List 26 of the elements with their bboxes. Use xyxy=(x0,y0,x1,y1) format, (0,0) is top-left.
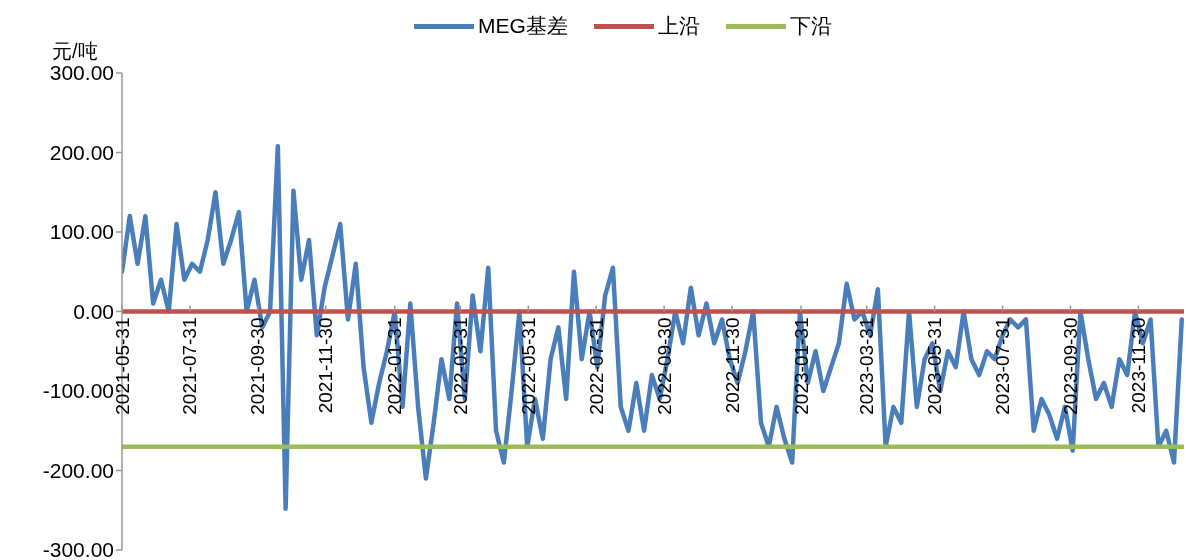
y-tick-label: 300.00 xyxy=(49,61,114,85)
x-tick-label: 2023-07-31 xyxy=(992,317,1014,415)
x-tick-label: 2023-11-30 xyxy=(1127,317,1149,414)
x-tick-label: 2022-09-30 xyxy=(653,317,675,415)
x-tick-label: 2022-03-31 xyxy=(449,317,471,415)
x-tick-label: 2022-05-31 xyxy=(517,317,539,415)
legend-label: 上沿 xyxy=(657,13,700,39)
y-tick-label: -100.00 xyxy=(42,379,114,403)
y-tick-label: -200.00 xyxy=(42,458,114,482)
x-tick-label: 2022-07-31 xyxy=(585,317,607,415)
y-axis-title: 元/吨 xyxy=(52,39,98,64)
x-tick-label: 2022-11-30 xyxy=(721,317,743,414)
legend-label: MEG基差 xyxy=(478,13,568,39)
x-tick-label: 2021-07-31 xyxy=(179,317,201,415)
y-tick-label: 100.00 xyxy=(49,220,114,244)
x-tick-label: 2023-05-31 xyxy=(924,317,946,415)
x-tick-label: 2023-03-31 xyxy=(856,317,878,415)
x-tick-label: 2023-09-30 xyxy=(1059,317,1081,415)
x-tick-label: 2023-01-31 xyxy=(790,317,812,415)
y-tick-label: -300.00 xyxy=(42,538,114,560)
x-tick-label: 2022-01-31 xyxy=(384,317,406,415)
x-tick-label: 2021-11-30 xyxy=(315,317,337,414)
y-tick-label: 0.00 xyxy=(73,299,114,323)
x-tick-label: 2021-09-30 xyxy=(247,317,269,415)
legend-label: 下沿 xyxy=(789,13,832,39)
y-tick-label: 200.00 xyxy=(49,140,114,164)
